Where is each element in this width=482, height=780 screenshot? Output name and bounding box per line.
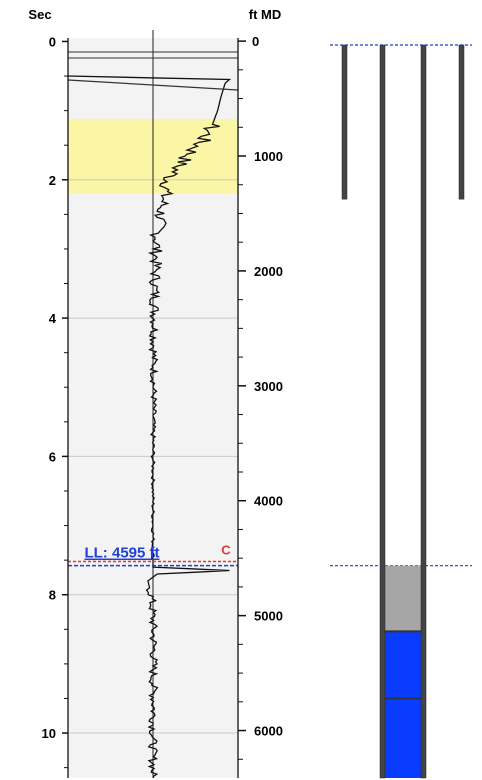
right-tick-label: 2000	[254, 264, 283, 279]
left-tick-label: 4	[49, 311, 57, 326]
right-tick-label: 5000	[254, 609, 283, 624]
casing-left	[341, 44, 348, 200]
tubing-right	[420, 44, 427, 779]
marker-label-c: C	[221, 543, 231, 558]
left-axis-ticks: 0 2 4 6 8 10	[42, 34, 68, 769]
left-tick-label: 6	[49, 449, 56, 464]
right-axis-ticks: 0 1000 2000 3000 4000 5000 6000	[238, 34, 283, 760]
left-tick-label: 0	[49, 34, 56, 49]
left-axis-title: Sec	[28, 7, 51, 22]
right-tick-label: 0	[252, 34, 259, 49]
surface-reflection	[67, 79, 239, 91]
right-tick-label: 3000	[254, 379, 283, 394]
right-tick-label: 1000	[254, 149, 283, 164]
right-tick-label: 6000	[254, 724, 283, 739]
casing-right	[458, 44, 465, 200]
liquid-column	[383, 631, 423, 778]
liquid-level-label: LL: 4595 ft	[84, 545, 159, 562]
tubing-left	[379, 44, 386, 779]
left-tick-label: 2	[49, 173, 56, 188]
left-tick-label: 10	[42, 726, 56, 741]
acoustic-trace	[67, 75, 232, 779]
wellbore-diagram	[330, 44, 472, 779]
right-tick-label: 4000	[254, 494, 283, 509]
gas-column	[383, 565, 423, 632]
left-tick-label: 8	[49, 588, 56, 603]
right-axis-title: ft MD	[249, 7, 282, 22]
